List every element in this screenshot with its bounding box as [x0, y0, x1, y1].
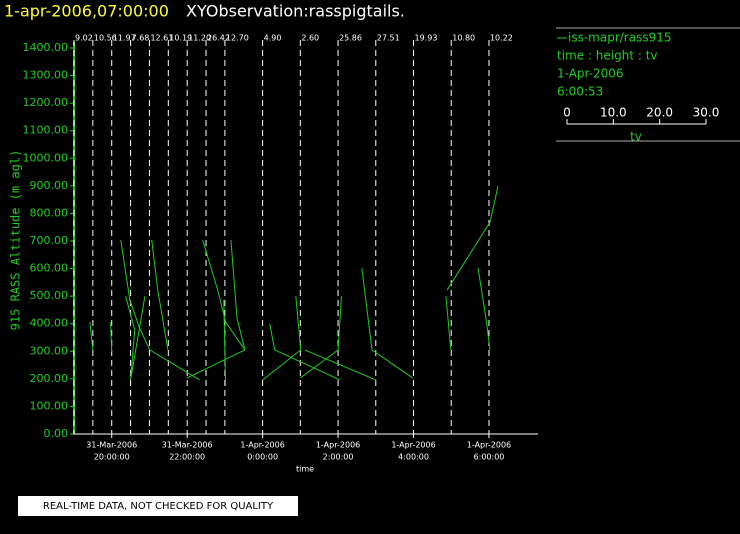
legend-fields: time : height : tv: [557, 49, 658, 63]
x-tick-label: 20:00:00: [94, 453, 130, 462]
y-tick-label: 600.00: [30, 262, 69, 275]
profile-label: 19.93: [415, 34, 438, 43]
y-tick-label: 0.00: [44, 427, 69, 440]
pigtail: [151, 239, 169, 350]
legend-scale-label: tv: [630, 130, 642, 144]
x-tick-label: 1-Apr-2006: [240, 441, 284, 450]
y-tick-label: 700.00: [30, 234, 69, 247]
legend-scale-tick-label: 0: [563, 106, 571, 120]
profile-label: 11.97: [113, 34, 136, 43]
x-tick-label: 22:00:00: [169, 453, 205, 462]
legend-scale-tick-label: 10.0: [600, 106, 627, 120]
y-tick-label: 200.00: [30, 372, 69, 385]
profile-label: 10.22: [490, 34, 513, 43]
pigtail: [223, 299, 227, 387]
pigtail: [445, 296, 452, 350]
x-tick-label: 6:00:00: [474, 453, 505, 462]
y-tick-label: 1400.00: [23, 41, 69, 54]
x-tick-label: 31-Mar-2006: [162, 441, 213, 450]
y-tick-label: 800.00: [30, 206, 69, 219]
pigtail: [269, 323, 341, 381]
x-tick-label: 31-Mar-2006: [86, 441, 137, 450]
y-tick-label: 900.00: [30, 179, 69, 192]
legend-date: 1-Apr-2006: [557, 67, 624, 81]
profile-label: 12.70: [226, 34, 249, 43]
profile-label: 25.86: [339, 34, 362, 43]
profile-label: 2.60: [301, 34, 319, 43]
profile-label: 12.61: [150, 34, 173, 43]
legend-scale-tick-label: 30.0: [693, 106, 720, 120]
y-tick-label: 1300.00: [23, 69, 69, 82]
pigtail: [446, 186, 499, 291]
profile-label: 10.56: [94, 34, 117, 43]
y-tick-label: 1100.00: [23, 124, 69, 137]
profile-label: 11.20: [188, 34, 211, 43]
y-axis-label: 915 RASS Altitude (m agl): [9, 150, 23, 331]
pigtail: [361, 267, 414, 379]
pigtail: [89, 322, 94, 350]
pigtail: [477, 267, 491, 350]
profile-label: 7.68: [132, 34, 150, 43]
y-tick-label: 100.00: [30, 399, 69, 412]
legend-time: 6:00:53: [557, 85, 603, 99]
x-tick-label: 0:00:00: [247, 453, 278, 462]
profile-label: 10.19: [169, 34, 192, 43]
footer-box: [18, 496, 298, 516]
pigtail: [304, 349, 376, 381]
header-date: 1-apr-2006,07:00:00: [4, 2, 169, 21]
header-title: XYObservation:rasspigtails.: [186, 2, 405, 21]
profile-label: 10.80: [452, 34, 475, 43]
footer-note: REAL-TIME DATA, NOT CHECKED FOR QUALITY: [43, 501, 274, 512]
profile-label: 9.02: [75, 34, 93, 43]
pigtail: [262, 296, 302, 381]
pigtail: [300, 296, 342, 379]
x-axis-label: time: [296, 465, 314, 474]
x-tick-label: 2:00:00: [323, 453, 354, 462]
y-tick-label: 400.00: [30, 317, 69, 330]
profile-label: 4.90: [264, 34, 282, 43]
y-tick-label: 1000.00: [23, 151, 69, 164]
legend-scale-tick-label: 20.0: [646, 106, 673, 120]
profile-label: 26.42: [207, 34, 230, 43]
pigtail: [125, 296, 146, 381]
x-tick-label: 1-Apr-2006: [467, 441, 511, 450]
pigtail: [110, 322, 113, 353]
profile-label: 27.51: [377, 34, 400, 43]
y-tick-label: 1200.00: [23, 96, 69, 109]
pigtail: [230, 239, 246, 351]
x-tick-label: 4:00:00: [398, 453, 429, 462]
y-tick-label: 500.00: [30, 289, 69, 302]
y-tick-label: 300.00: [30, 344, 69, 357]
x-tick-label: 1-Apr-2006: [391, 441, 435, 450]
legend-name: iss-mapr/rass915: [568, 31, 672, 45]
x-tick-label: 1-Apr-2006: [316, 441, 360, 450]
